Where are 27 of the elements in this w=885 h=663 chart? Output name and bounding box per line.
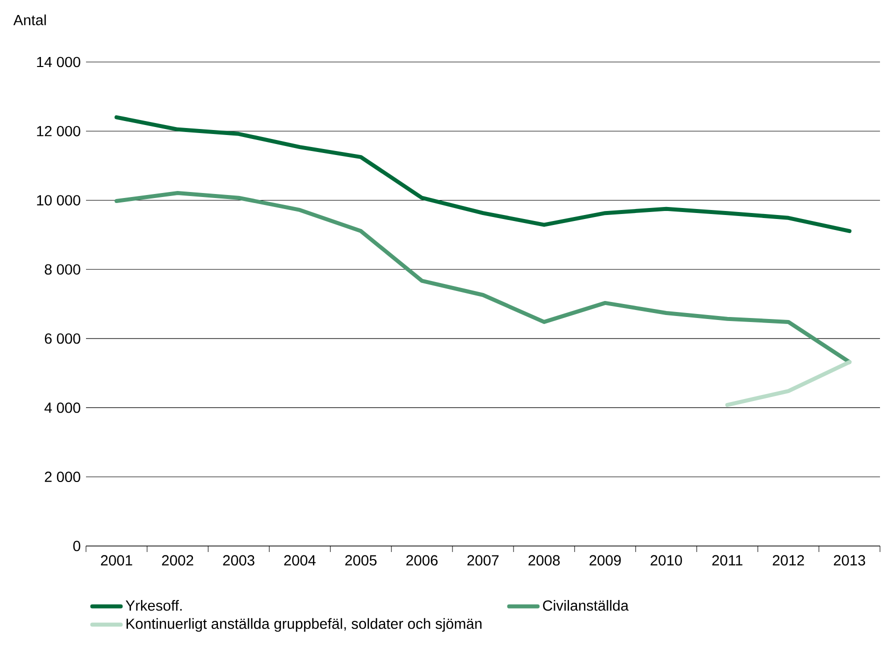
- x-tick-label: 2012: [772, 555, 804, 566]
- x-tick-label: 2005: [345, 555, 377, 566]
- x-tick-label: 2004: [284, 555, 316, 566]
- y-tick-label: 2 000: [44, 472, 80, 482]
- line-series: [114, 115, 852, 234]
- x-tick-label: 2001: [100, 555, 132, 566]
- y-tick-label: 12 000: [37, 126, 80, 136]
- y-tick-label: 6 000: [44, 333, 80, 344]
- y-tick-label: 4 000: [44, 402, 80, 413]
- x-tick-label: 2007: [467, 555, 499, 566]
- y-tick-label: 0: [73, 540, 80, 552]
- y-tick-label: 10 000: [37, 195, 80, 206]
- legend-label: Yrkesoff.: [126, 600, 182, 611]
- y-tick-label: 8 000: [44, 264, 80, 275]
- x-tick-label: 2003: [223, 555, 254, 566]
- x-tick-label: 2013: [834, 555, 866, 566]
- x-tick-label: 2002: [162, 555, 194, 566]
- y-axis-title: Antal: [13, 14, 46, 26]
- y-tick-label: 14 000: [37, 56, 80, 68]
- line-series: [114, 191, 852, 364]
- x-tick-label: 2006: [406, 555, 438, 566]
- x-tick-label: 2009: [590, 555, 621, 566]
- x-tick-label: 2008: [528, 555, 560, 566]
- x-tick-label: 2010: [650, 555, 682, 566]
- x-tick-label: 2011: [712, 555, 742, 566]
- legend-label: Kontinuerligt anställda gruppbefäl, soldater och sjömän: [126, 618, 482, 632]
- legend-label: Civilanställda: [543, 600, 629, 611]
